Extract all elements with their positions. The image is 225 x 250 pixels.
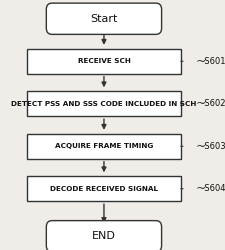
Text: Start: Start bbox=[90, 14, 117, 24]
FancyBboxPatch shape bbox=[27, 134, 180, 159]
FancyBboxPatch shape bbox=[46, 220, 161, 250]
FancyBboxPatch shape bbox=[27, 91, 180, 116]
FancyBboxPatch shape bbox=[46, 3, 161, 34]
FancyBboxPatch shape bbox=[27, 176, 180, 201]
Text: END: END bbox=[92, 231, 115, 241]
Text: DECODE RECEIVED SIGNAL: DECODE RECEIVED SIGNAL bbox=[50, 186, 157, 192]
Text: ⁓S601: ⁓S601 bbox=[196, 57, 225, 66]
Text: DETECT PSS AND SSS CODE INCLUDED IN SCH: DETECT PSS AND SSS CODE INCLUDED IN SCH bbox=[11, 101, 196, 107]
Text: RECEIVE SCH: RECEIVE SCH bbox=[77, 58, 130, 64]
Text: ⁓S603: ⁓S603 bbox=[196, 142, 225, 151]
FancyBboxPatch shape bbox=[27, 49, 180, 74]
Text: ⁓S602: ⁓S602 bbox=[196, 99, 225, 108]
Text: ⁓S604: ⁓S604 bbox=[196, 184, 225, 193]
Text: ACQUIRE FRAME TIMING: ACQUIRE FRAME TIMING bbox=[54, 143, 153, 149]
